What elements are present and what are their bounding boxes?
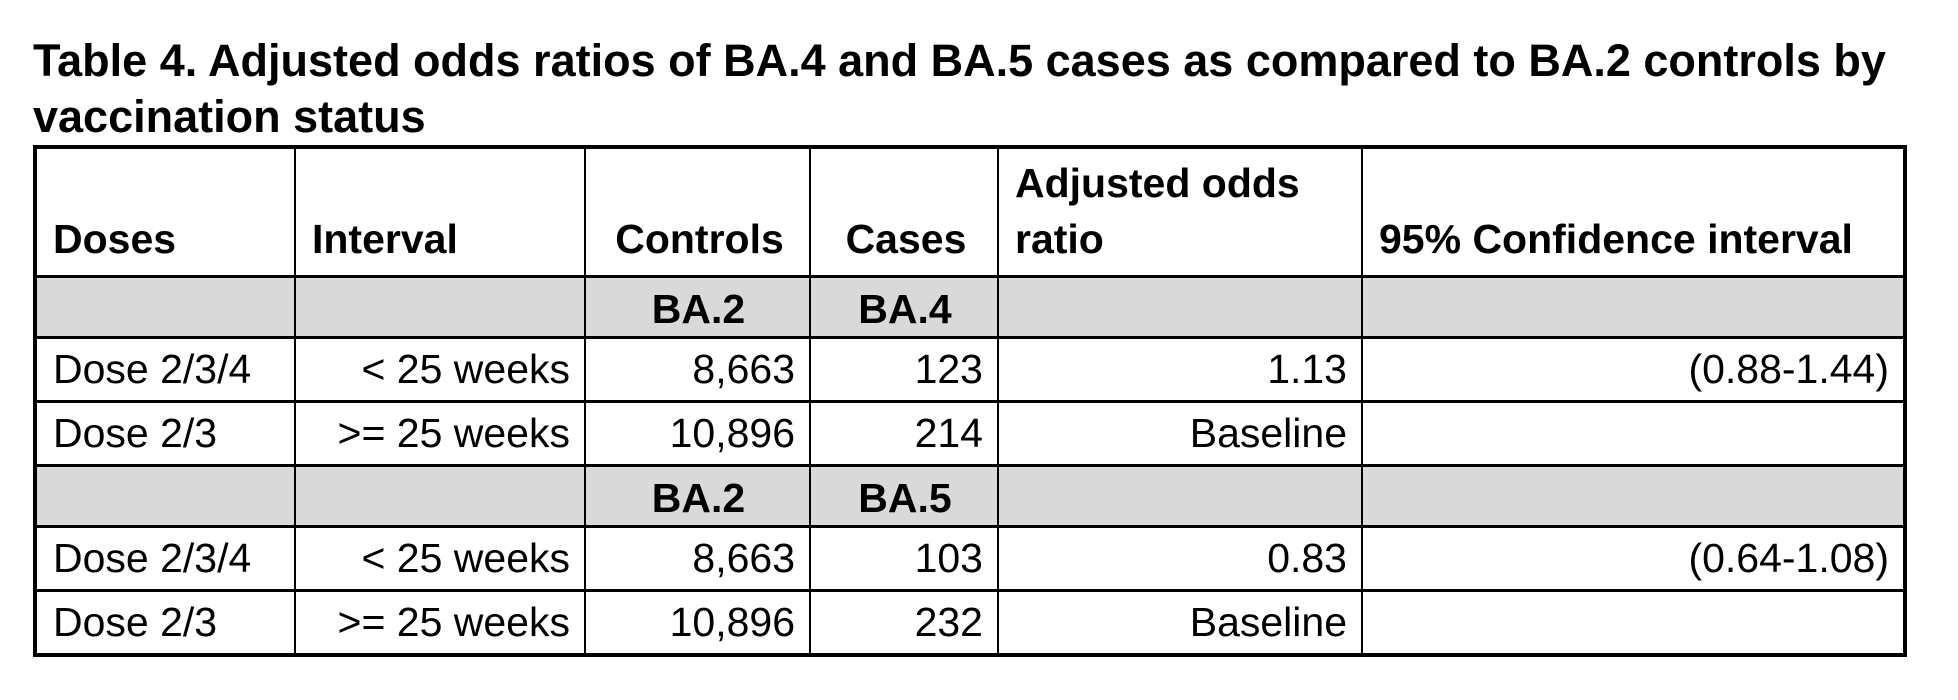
table-row: Dose 2/3 >= 25 weeks 10,896 214 Baseline: [34, 400, 1906, 467]
subheader-empty-cell: [1361, 464, 1906, 528]
subheader-empty-cell: [997, 275, 1363, 339]
cell-controls: 10,896: [584, 400, 811, 467]
subheader-empty-cell: [294, 464, 586, 528]
cell-odds-ratio: 0.83: [997, 525, 1363, 592]
cell-interval: >= 25 weeks: [294, 589, 586, 656]
cell-cases: 214: [809, 400, 999, 467]
column-header-odds-ratio: Adjusted odds ratio: [997, 145, 1363, 278]
cell-confidence-interval: (0.88-1.44): [1361, 336, 1906, 403]
subheader-empty-cell: [294, 275, 586, 339]
cell-confidence-interval: [1361, 400, 1906, 467]
column-header-confidence-interval: 95% Confidence interval: [1361, 145, 1906, 278]
cell-doses: Dose 2/3/4: [34, 525, 296, 592]
cell-controls: 8,663: [584, 336, 811, 403]
cell-confidence-interval: [1361, 589, 1906, 656]
subheader-empty-cell: [1361, 275, 1906, 339]
variant-subheader-row-ba4: BA.2 BA.4: [34, 275, 1906, 339]
cell-interval: < 25 weeks: [294, 525, 586, 592]
cell-odds-ratio: Baseline: [997, 400, 1363, 467]
cell-doses: Dose 2/3/4: [34, 336, 296, 403]
subheader-controls-variant: BA.2: [584, 464, 811, 528]
cell-odds-ratio: Baseline: [997, 589, 1363, 656]
table-row: Dose 2/3/4 < 25 weeks 8,663 123 1.13 (0.…: [34, 336, 1906, 403]
cell-doses: Dose 2/3: [34, 589, 296, 656]
table-row: Dose 2/3/4 < 25 weeks 8,663 103 0.83 (0.…: [34, 525, 1906, 592]
table-title: Table 4. Adjusted odds ratios of BA.4 an…: [33, 33, 1923, 145]
cell-interval: < 25 weeks: [294, 336, 586, 403]
table-header-row: Doses Interval Controls Cases Adjusted o…: [34, 145, 1906, 278]
column-header-cases: Cases: [809, 145, 999, 278]
subheader-empty-cell: [34, 275, 296, 339]
subheader-empty-cell: [34, 464, 296, 528]
column-header-doses: Doses: [34, 145, 296, 278]
cell-confidence-interval: (0.64-1.08): [1361, 525, 1906, 592]
cell-interval: >= 25 weeks: [294, 400, 586, 467]
subheader-controls-variant: BA.2: [584, 275, 811, 339]
cell-doses: Dose 2/3: [34, 400, 296, 467]
column-header-controls: Controls: [584, 145, 811, 278]
subheader-cases-variant: BA.4: [809, 275, 999, 339]
cell-cases: 103: [809, 525, 999, 592]
cell-controls: 10,896: [584, 589, 811, 656]
table-title-line2: vaccination status: [33, 91, 426, 142]
table-row: Dose 2/3 >= 25 weeks 10,896 232 Baseline: [34, 589, 1906, 656]
subheader-empty-cell: [997, 464, 1363, 528]
results-table: Doses Interval Controls Cases Adjusted o…: [33, 145, 1907, 657]
subheader-cases-variant: BA.5: [809, 464, 999, 528]
cell-controls: 8,663: [584, 525, 811, 592]
column-header-interval: Interval: [294, 145, 586, 278]
cell-cases: 232: [809, 589, 999, 656]
cell-odds-ratio: 1.13: [997, 336, 1363, 403]
cell-cases: 123: [809, 336, 999, 403]
variant-subheader-row-ba5: BA.2 BA.5: [34, 464, 1906, 528]
table-title-line1: Table 4. Adjusted odds ratios of BA.4 an…: [33, 35, 1886, 86]
